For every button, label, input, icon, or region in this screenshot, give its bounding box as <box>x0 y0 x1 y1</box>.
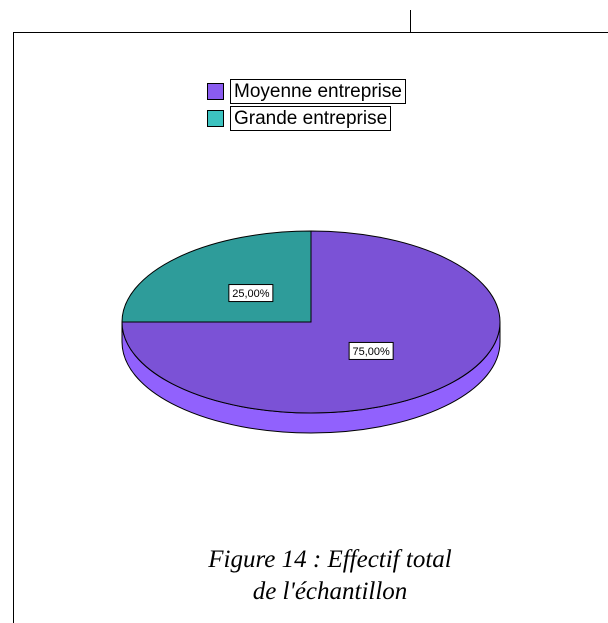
legend-swatch-moyenne <box>207 83 224 100</box>
caption-line-2: de l'échantillon <box>252 578 408 605</box>
legend-swatch-grande <box>207 110 224 127</box>
data-label-box-moyenne-entreprise <box>348 341 394 360</box>
legend-label-moyenne: Moyenne entreprise <box>230 79 406 104</box>
chart-legend: Moyenne entreprise Grande entreprise <box>207 78 457 132</box>
figure-caption: Figure 14 : Effectif total de l'échantil… <box>150 544 510 608</box>
pie-slice-grande-entreprise <box>121 230 312 323</box>
data-label-moyenne-entreprise: 75,00% <box>352 346 390 358</box>
data-label-grande-entreprise: 25,00% <box>232 288 270 300</box>
caption-line-1: Figure 14 : Effectif total <box>208 546 452 573</box>
legend-item-grande: Grande entreprise <box>207 105 457 132</box>
top-tick-line <box>410 10 411 32</box>
legend-item-moyenne: Moyenne entreprise <box>207 78 457 105</box>
data-label-box-grande-entreprise <box>228 284 274 303</box>
legend-label-grande: Grande entreprise <box>230 106 392 131</box>
